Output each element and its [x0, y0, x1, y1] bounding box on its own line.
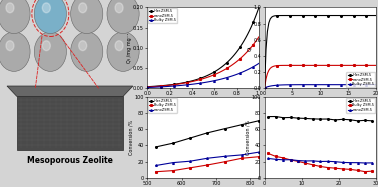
Legend: Hier.ZSM-5, Bulky ZSM-5, nanoZSM-5: Hier.ZSM-5, Bulky ZSM-5, nanoZSM-5 — [148, 98, 177, 113]
Circle shape — [0, 32, 30, 71]
Circle shape — [34, 0, 67, 33]
X-axis label: t¹² /s¹²: t¹² /s¹² — [312, 98, 329, 103]
Circle shape — [42, 41, 50, 51]
X-axis label: P/P₀: P/P₀ — [198, 98, 209, 103]
Circle shape — [115, 41, 123, 51]
Y-axis label: Qₜ: Qₜ — [247, 45, 252, 51]
Circle shape — [107, 32, 139, 71]
Circle shape — [34, 32, 67, 71]
Legend: Hier.ZSM-5, Bulky ZSM-5, nanoZSM-5: Hier.ZSM-5, Bulky ZSM-5, nanoZSM-5 — [347, 98, 375, 113]
Polygon shape — [17, 96, 123, 150]
Circle shape — [79, 3, 87, 13]
Circle shape — [71, 32, 103, 71]
Legend: Hier.ZSM-5, nanoZSM-5, Bulky ZSM-5: Hier.ZSM-5, nanoZSM-5, Bulky ZSM-5 — [148, 8, 177, 23]
Text: Mesoporous Zeolite: Mesoporous Zeolite — [27, 156, 113, 165]
Circle shape — [0, 0, 30, 33]
Circle shape — [6, 41, 14, 51]
Circle shape — [6, 3, 14, 13]
Circle shape — [107, 0, 139, 33]
Polygon shape — [7, 86, 133, 96]
Circle shape — [42, 3, 50, 13]
Y-axis label: Qₜ /mg mg⁻¹: Qₜ /mg mg⁻¹ — [127, 33, 132, 63]
Legend: Hier.ZSM-5, nanoZSM-5, Bulky ZSM-5: Hier.ZSM-5, nanoZSM-5, Bulky ZSM-5 — [347, 72, 375, 87]
Circle shape — [71, 0, 103, 33]
Circle shape — [115, 3, 123, 13]
Y-axis label: Conversion /%: Conversion /% — [245, 120, 250, 155]
Circle shape — [79, 41, 87, 51]
Y-axis label: Conversion /%: Conversion /% — [128, 120, 133, 155]
